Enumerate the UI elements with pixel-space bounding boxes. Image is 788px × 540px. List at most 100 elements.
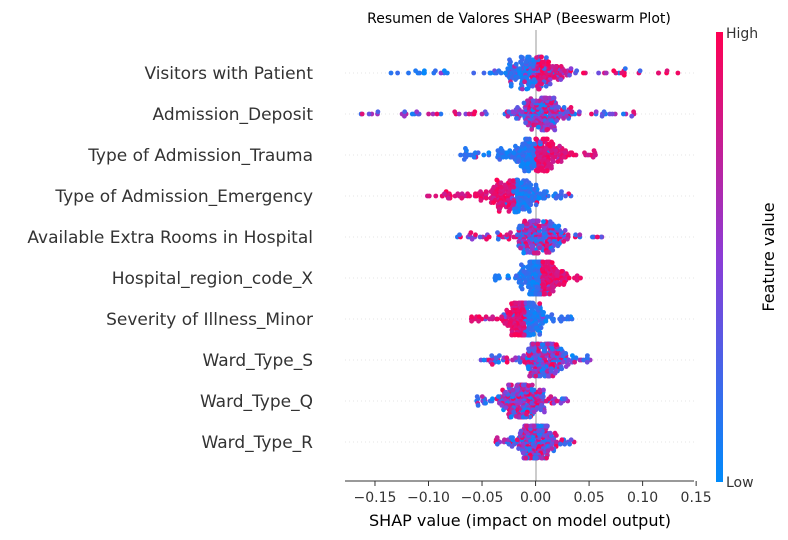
shap-point [468,230,474,236]
shap-point [537,332,543,337]
shap-point [505,66,511,71]
shap-point [515,75,520,80]
shap-point [554,342,559,347]
shap-point [508,230,513,236]
shap-point [522,359,527,365]
shap-point [513,273,519,279]
shap-point [476,318,481,324]
shap-point [516,280,522,285]
shap-point [545,126,551,132]
shap-point [517,430,523,436]
shap-point [590,234,595,240]
x-tick-label: −0.15 [354,490,397,506]
shap-point [540,370,546,376]
shap-point [481,152,487,158]
shap-point [481,70,487,76]
shap-point [515,232,520,238]
shap-point [552,127,558,133]
shap-point [556,223,562,229]
shap-point [544,136,549,142]
shap-point [496,394,501,399]
x-tick-label: −0.05 [461,490,504,506]
shap-point [517,359,523,365]
shap-point [524,136,530,142]
shap-point [438,70,444,76]
shap-point [517,414,523,420]
shap-point [566,275,572,281]
shap-point [574,68,580,74]
shap-point [490,314,495,320]
shap-point [581,357,586,363]
shap-point [496,359,501,365]
shap-point [537,191,543,197]
shap-point [503,405,509,410]
shap-point [521,250,527,256]
feature-label: Admission_Deposit [152,105,313,125]
shap-point [465,152,471,158]
beeswarm-points [358,54,681,461]
shap-point [563,193,568,199]
shap-point [458,152,463,158]
shap-point [525,98,530,104]
colorbar-high-label: High [726,26,758,42]
shap-point [564,109,570,115]
shap-point [388,70,394,76]
shap-point [491,184,497,190]
shap-point [545,448,551,454]
shap-point [522,218,528,224]
shap-point [593,109,599,115]
shap-point [565,232,571,238]
shap-point [504,359,510,365]
shap-point [562,68,567,74]
shap-point [595,234,600,240]
shap-point [631,109,636,115]
shap-point [445,195,451,201]
shap-point [406,70,411,76]
shap-point [637,68,643,74]
shap-point [538,407,544,413]
shap-point [505,113,511,119]
shap-point [504,232,510,238]
shap-point [535,218,541,224]
shap-point [543,83,549,89]
shap-point [561,316,566,322]
shap-point [523,120,528,126]
shap-point [603,70,609,76]
shap-point [563,364,569,369]
shap-point [568,437,574,443]
shap-point [517,300,522,306]
shap-point [402,109,408,115]
shap-point [414,109,420,115]
shap-point [366,111,372,117]
feature-label: Severity of Illness_Minor [106,310,313,330]
shap-point [574,277,580,283]
shap-point [567,72,572,78]
shap-point [573,355,579,361]
shap-point [483,195,489,201]
shap-point [442,191,447,197]
shap-point [543,318,549,324]
shap-point [541,168,547,174]
shap-point [434,111,440,117]
shap-point [402,113,407,119]
shap-point [528,423,533,429]
shap-point [542,409,547,415]
shap-point [563,150,568,156]
shap-point [589,111,594,117]
shap-point [469,236,475,242]
shap-point [524,411,529,417]
shap-point [506,109,512,115]
shap-point [530,300,536,306]
shap-point [569,109,575,115]
shap-point [567,441,572,447]
shap-point [491,200,496,206]
shap-point [553,64,559,69]
shap-point [559,269,564,274]
shap-point [536,86,542,92]
shap-point [569,150,575,156]
shap-point [534,455,539,461]
shap-point [530,83,535,89]
shap-point [561,282,567,287]
shap-point [535,259,541,265]
shap-point [472,150,478,156]
